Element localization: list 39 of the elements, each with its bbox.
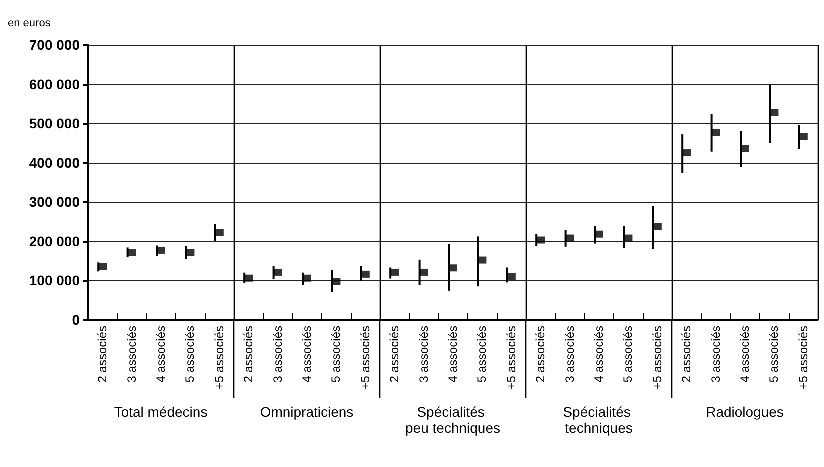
text: Radiologues <box>706 404 784 420</box>
x-tick-label: 4 associés <box>738 326 752 383</box>
text: Total médecins <box>114 404 208 420</box>
x-tick-label: 3 associés <box>270 326 285 383</box>
x-tick-label: 5 associés <box>329 326 344 383</box>
x-tick-label: 2 associés <box>534 326 548 383</box>
x-tick-label: +5 associés <box>358 326 372 390</box>
x-tick-label: 2 associés <box>96 326 110 383</box>
x-tick-label: 2 associés <box>680 326 694 383</box>
x-tick-label: 3 associés <box>124 326 139 383</box>
x-tick-label: 3 associés <box>708 326 723 383</box>
y-tick-label: 400 000 <box>29 154 80 171</box>
x-tick-label: 5 associés <box>767 326 782 383</box>
y-axis-title: en euros <box>8 18 52 30</box>
text: Spécialités peu techniques <box>406 404 500 436</box>
y-tick-label: 500 000 <box>29 116 80 132</box>
x-tick-label: 5 associés <box>475 326 490 383</box>
x-tick-label: 2 associés <box>388 326 402 383</box>
x-tick-label: 3 associés <box>562 326 577 383</box>
x-tick-label: +5 associés <box>504 326 518 390</box>
x-tick-label: 4 associés <box>446 326 460 383</box>
y-tick-label: 0 <box>72 312 80 328</box>
y-tick-label: 100 000 <box>29 272 80 289</box>
x-tick-label: 4 associés <box>300 326 314 383</box>
x-tick-label: +5 associés <box>212 326 226 390</box>
x-tick-label: 4 associés <box>592 326 606 383</box>
y-tick-label: 700 000 <box>29 37 80 53</box>
text: Spécialités techniques <box>563 404 635 436</box>
y-tick-label: 300 000 <box>29 194 80 210</box>
y-tick-label: 200 000 <box>29 233 80 250</box>
x-tick-label: 2 associés <box>242 326 256 383</box>
x-tick-label: +5 associés <box>650 326 664 390</box>
x-tick-label: 3 associés <box>416 326 431 383</box>
x-tick-label: 5 associés <box>621 326 636 383</box>
x-tick-label: 4 associés <box>154 326 168 383</box>
x-tick-label: +5 associés <box>796 326 810 390</box>
y-tick-label: 600 000 <box>29 76 80 92</box>
text: Omnipraticiens <box>260 404 354 420</box>
x-tick-label: 5 associés <box>183 326 198 383</box>
